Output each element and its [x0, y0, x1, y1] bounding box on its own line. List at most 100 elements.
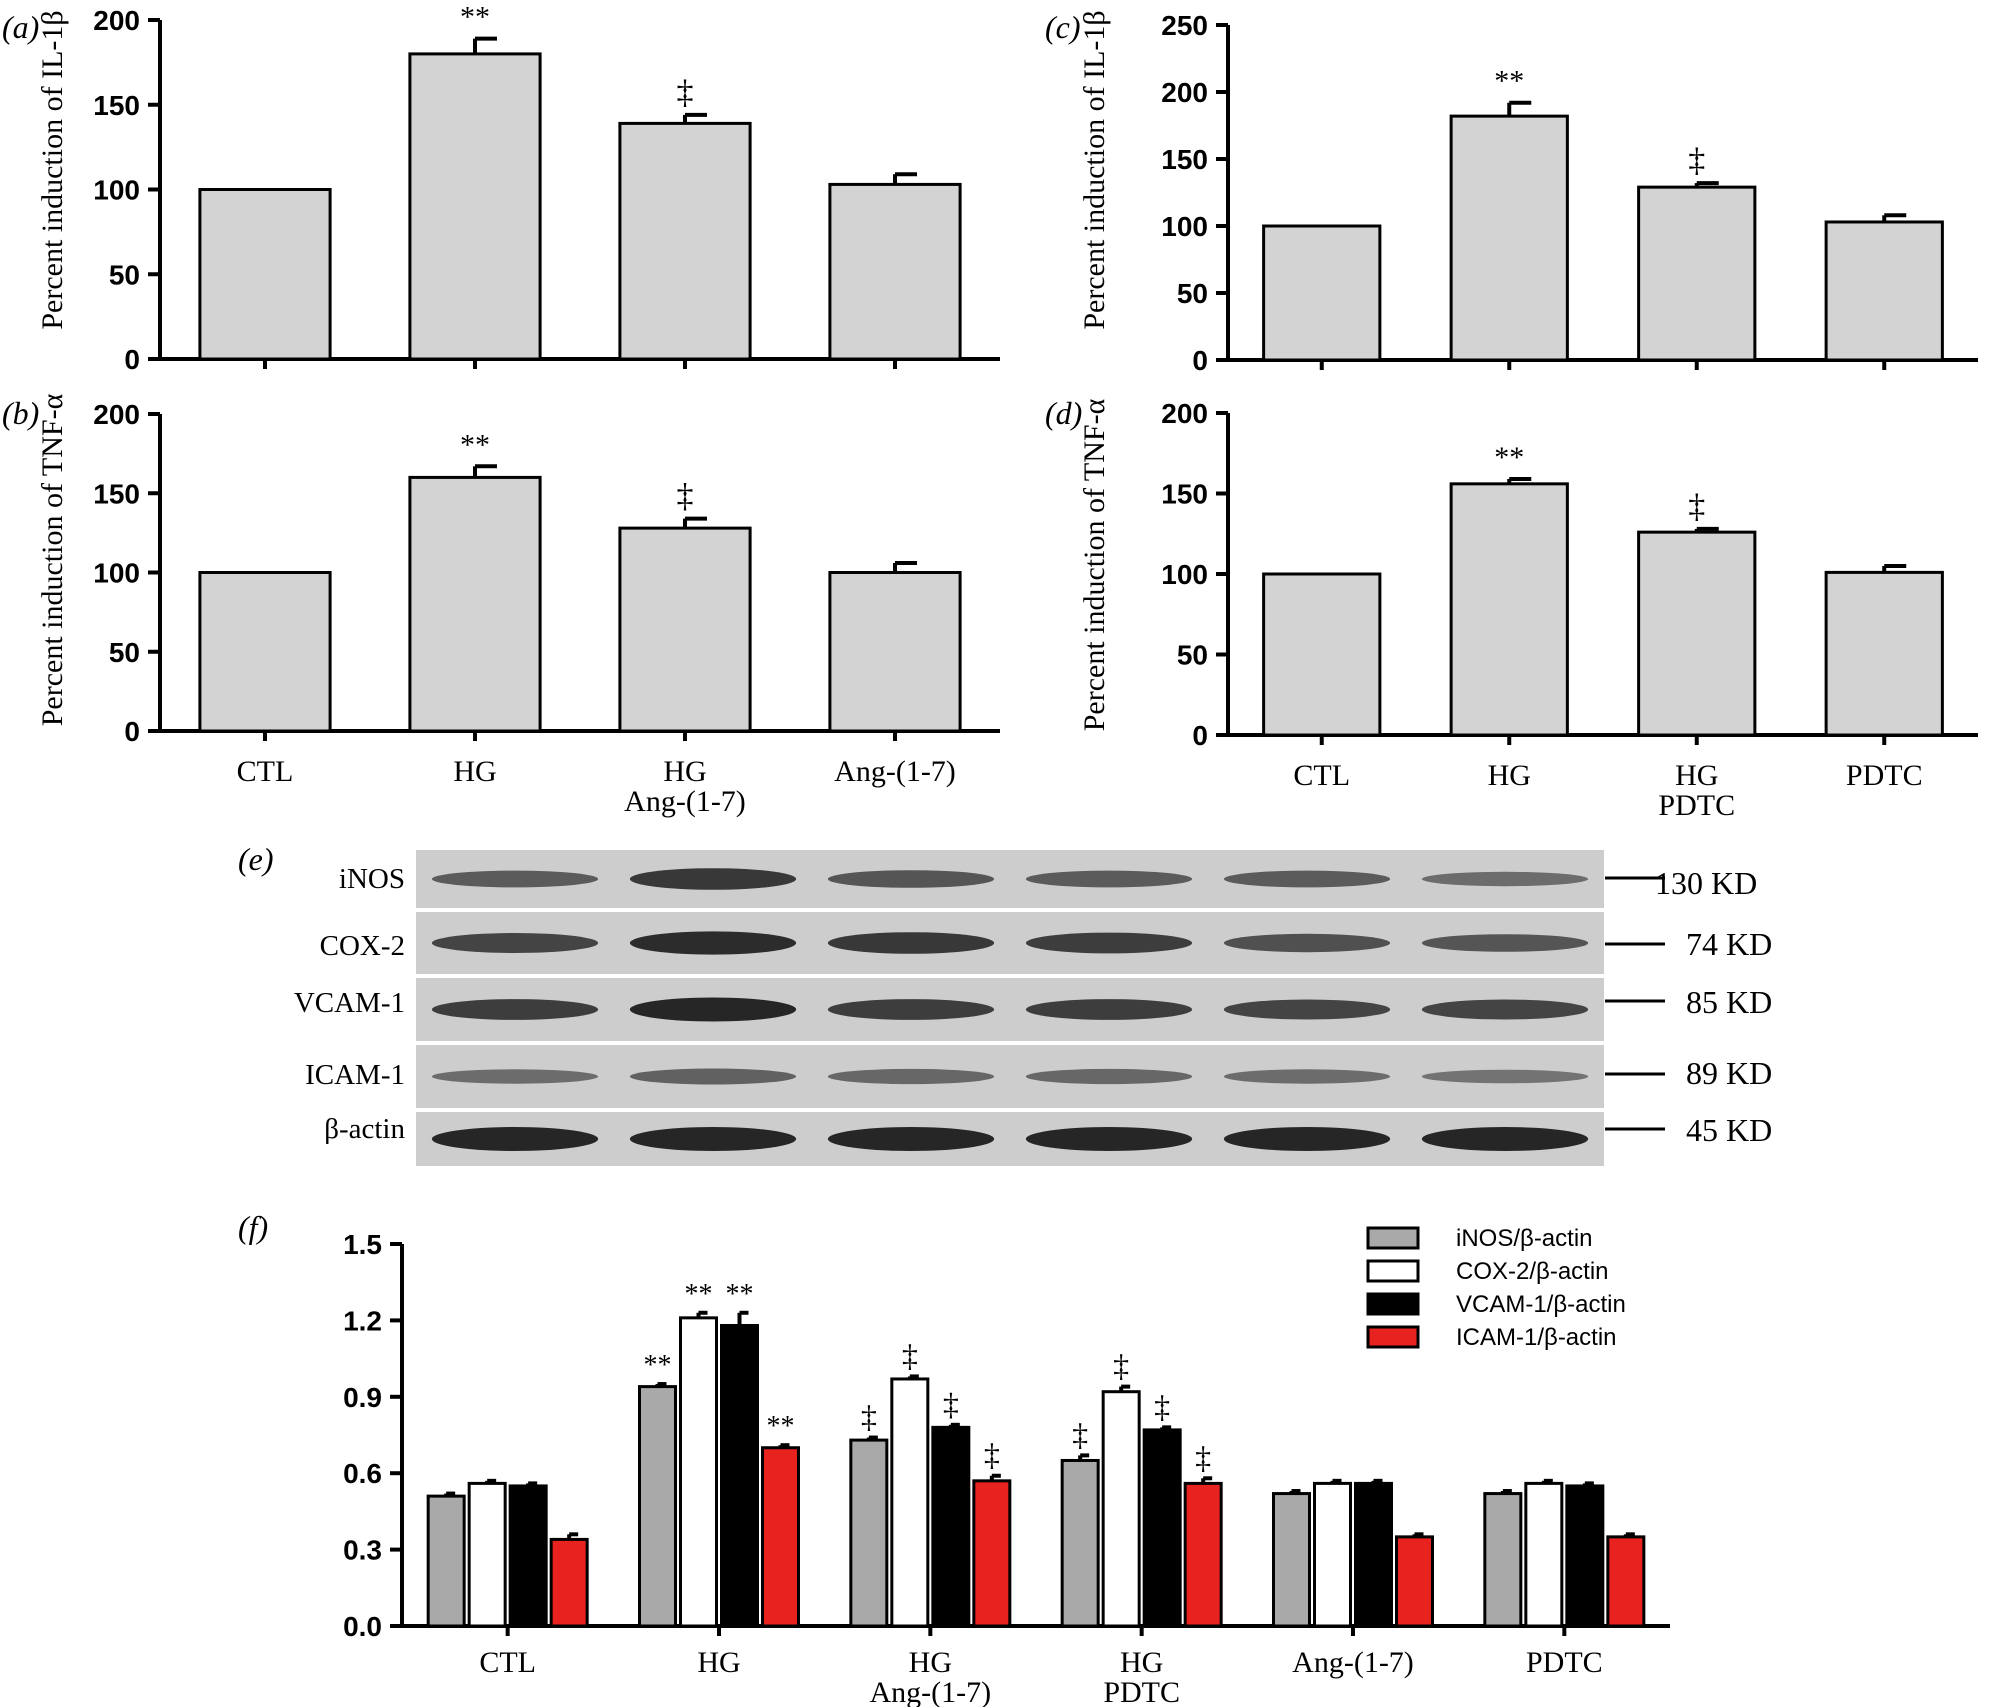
y-tick-label: 0 — [124, 344, 140, 375]
blot-band — [629, 1127, 797, 1151]
significance-marker: ‡ — [1195, 1439, 1211, 1475]
x-category-label: CTL — [237, 755, 294, 788]
bar — [508, 1484, 548, 1628]
y-tick-label: 150 — [1161, 144, 1208, 175]
significance-marker: ‡ — [1688, 142, 1705, 179]
blot-band — [827, 932, 995, 954]
y-tick-label: 0 — [124, 716, 140, 747]
blot-band — [1223, 1127, 1391, 1151]
blot-marker-label: 130 KD — [1655, 865, 1757, 901]
bar — [828, 182, 962, 361]
legend-swatch — [1366, 1292, 1420, 1316]
bar — [890, 1377, 930, 1628]
blot-band — [1421, 1069, 1589, 1084]
blot-band — [1421, 934, 1589, 952]
panel-d-ylabel: Percent induction of TNF-α — [1078, 398, 1111, 731]
bar — [198, 571, 332, 733]
blot-band — [431, 1069, 599, 1084]
y-tick-label: 250 — [1161, 10, 1208, 41]
panel-e-label: (e) — [238, 841, 274, 877]
blot-band — [827, 1127, 995, 1151]
y-tick-label: 1.2 — [343, 1305, 382, 1336]
blot-band — [1025, 870, 1193, 888]
significance-marker: ‡ — [677, 74, 694, 111]
x-category-label: PDTC — [1103, 1676, 1180, 1707]
bar — [1524, 1481, 1564, 1628]
blot-band — [1025, 932, 1193, 954]
blot-band — [629, 931, 797, 955]
blot-marker-label: 74 KD — [1686, 926, 1772, 962]
panel-a-chart: (a) Percent induction of IL-1β 0 50 100 150… — [2, 1, 1000, 375]
y-tick-label: 150 — [1161, 479, 1208, 510]
y-tick-label: 50 — [1177, 278, 1208, 309]
blot-band — [431, 933, 599, 953]
panel-a-ylabel: Percent induction of IL-1β — [36, 10, 69, 329]
x-category-label: Ang-(1-7) — [834, 755, 956, 788]
bar — [1449, 114, 1569, 362]
blot-band — [431, 999, 599, 1020]
legend: iNOS/β-actin COX-2/β-actin VCAM-1/β-actin I… — [1366, 1225, 1626, 1351]
bar — [1101, 1390, 1141, 1628]
y-tick-label: 200 — [93, 5, 140, 36]
x-category-label: Ang-(1-7) — [870, 1676, 992, 1707]
blot-row-label: β-actin — [324, 1113, 405, 1145]
bar — [1395, 1535, 1434, 1628]
significance-marker: ‡ — [861, 1399, 877, 1435]
bar — [1637, 185, 1757, 362]
x-category-label: CTL — [1293, 759, 1350, 792]
panel-d-chart: (d) Percent induction of TNF-α 0 50 100 150… — [1045, 395, 1978, 822]
y-tick-label: 150 — [93, 478, 140, 509]
blot-band — [1025, 1127, 1193, 1151]
blot-band — [1223, 1069, 1391, 1084]
bar — [1449, 482, 1569, 737]
blot-band — [1223, 999, 1391, 1020]
blot-band — [629, 1068, 797, 1085]
bar — [1313, 1481, 1352, 1628]
legend-label: iNOS/β-actin — [1456, 1225, 1593, 1252]
bar — [1824, 570, 1944, 737]
y-tick-label: 200 — [1161, 77, 1208, 108]
significance-marker: ** — [1494, 441, 1524, 474]
blot-membrane-strip — [416, 912, 1604, 974]
bar — [1183, 1481, 1223, 1628]
y-tick-label: 0.3 — [343, 1535, 382, 1566]
y-tick-label: 200 — [93, 399, 140, 430]
x-category-label: PDTC — [1658, 789, 1735, 822]
panel-c-ylabel: Percent induction of IL-1β — [1078, 10, 1111, 329]
significance-marker: ** — [685, 1279, 713, 1310]
significance-marker: ‡ — [943, 1386, 959, 1422]
y-tick-label: 100 — [1161, 559, 1208, 590]
bar — [828, 571, 962, 733]
legend-label: ICAM-1/β-actin — [1456, 1324, 1617, 1351]
blot-band — [827, 870, 995, 888]
blot-band — [431, 1127, 599, 1151]
bar — [426, 1494, 466, 1628]
blot-band — [629, 868, 797, 890]
x-category-label: CTL — [479, 1646, 536, 1679]
bar — [1354, 1481, 1393, 1628]
blot-band — [1421, 999, 1589, 1020]
x-category-label: Ang-(1-7) — [624, 785, 746, 818]
blot-band — [827, 999, 995, 1020]
bar — [618, 121, 752, 361]
panel-e-western-blot: (e) iNOS COX-2 VCAM-1 ICAM-1 β-actin 130… — [238, 841, 1772, 1166]
bar — [1262, 572, 1382, 737]
y-tick-label: 0.9 — [343, 1382, 382, 1413]
blot-membrane-strip — [416, 1045, 1604, 1108]
x-category-label: HG — [663, 755, 706, 788]
x-category-label: HG — [453, 755, 496, 788]
y-tick-label: 100 — [93, 558, 140, 589]
bar — [1606, 1535, 1646, 1628]
x-category-label: PDTC — [1846, 759, 1923, 792]
significance-marker: ** — [644, 1350, 672, 1381]
panel-b-label: (b) — [2, 395, 39, 431]
y-tick-label: 50 — [109, 259, 140, 290]
bar — [618, 526, 752, 733]
y-tick-label: 0.6 — [343, 1458, 382, 1489]
bar — [972, 1479, 1012, 1628]
bar — [720, 1323, 759, 1628]
blot-row-label: iNOS — [339, 863, 405, 895]
y-tick-label: 0.0 — [343, 1611, 382, 1642]
x-category-label: HG — [1488, 759, 1531, 792]
